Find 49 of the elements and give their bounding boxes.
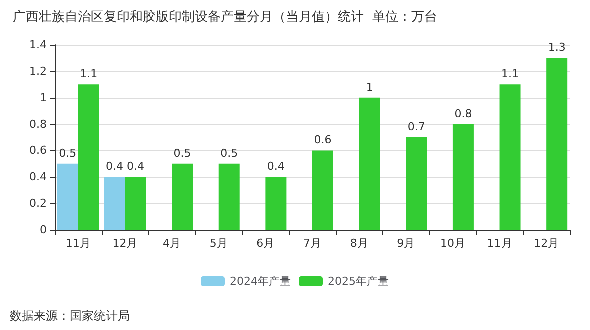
x-tick-label: 12月 bbox=[112, 237, 138, 250]
y-tick-label: 1 bbox=[40, 91, 47, 104]
bar bbox=[312, 150, 334, 230]
y-tick-label: 0.6 bbox=[30, 144, 47, 158]
y-tick-label: 0.8 bbox=[30, 118, 47, 131]
data-label: 0.6 bbox=[314, 134, 332, 147]
legend-label: 2025年产量 bbox=[328, 275, 389, 288]
x-tick-label: 5月 bbox=[210, 237, 228, 250]
x-tick-label: 8月 bbox=[350, 237, 368, 250]
y-tick-label: 1.4 bbox=[30, 38, 47, 52]
data-label: 0.5 bbox=[59, 146, 77, 160]
bar bbox=[546, 58, 568, 230]
bar bbox=[266, 177, 287, 230]
y-tick-label: 0 bbox=[40, 224, 47, 236]
x-tick-label: 6月 bbox=[256, 237, 275, 250]
bar bbox=[78, 84, 100, 230]
bar bbox=[359, 98, 380, 230]
bar bbox=[218, 164, 240, 230]
y-tick-label: 1.2 bbox=[30, 64, 47, 78]
x-tick-label: 12月 bbox=[534, 237, 560, 250]
bar bbox=[172, 164, 194, 230]
bar bbox=[104, 177, 126, 230]
data-label: 0.4 bbox=[126, 160, 144, 174]
x-tick-label: 10月 bbox=[440, 237, 466, 250]
x-tick-label: 7月 bbox=[304, 237, 322, 250]
chart-title: 广西壮族自治区复印和胶版印制设备产量分月（当月值）统计 单位：万台 bbox=[13, 10, 438, 25]
x-tick-label: 11月 bbox=[66, 237, 91, 250]
data-label: 0.4 bbox=[106, 160, 124, 174]
data-label: 0.7 bbox=[408, 120, 426, 134]
data-label: 1.3 bbox=[548, 41, 566, 54]
y-tick-label: 0.2 bbox=[30, 197, 47, 210]
x-tick-label: 9月 bbox=[397, 237, 416, 250]
data-label: 1.1 bbox=[80, 68, 98, 81]
data-label: 1.1 bbox=[502, 68, 520, 81]
data-label: 0.5 bbox=[174, 146, 192, 160]
bar bbox=[452, 124, 474, 230]
y-tick-label: 0.4 bbox=[30, 170, 47, 184]
source-note: 数据来源：国家统计局 bbox=[10, 309, 130, 323]
bar bbox=[125, 177, 146, 230]
bar bbox=[57, 164, 78, 230]
bar bbox=[406, 138, 428, 230]
legend-label: 2024年产量 bbox=[230, 275, 292, 288]
data-label: 0.8 bbox=[454, 107, 472, 120]
x-tick-label: 11月 bbox=[487, 237, 512, 250]
data-label: 0.4 bbox=[267, 160, 285, 174]
data-label: 1 bbox=[366, 80, 374, 94]
bar bbox=[500, 84, 521, 230]
x-tick-label: 4月 bbox=[163, 237, 182, 250]
data-label: 0.5 bbox=[220, 146, 238, 160]
